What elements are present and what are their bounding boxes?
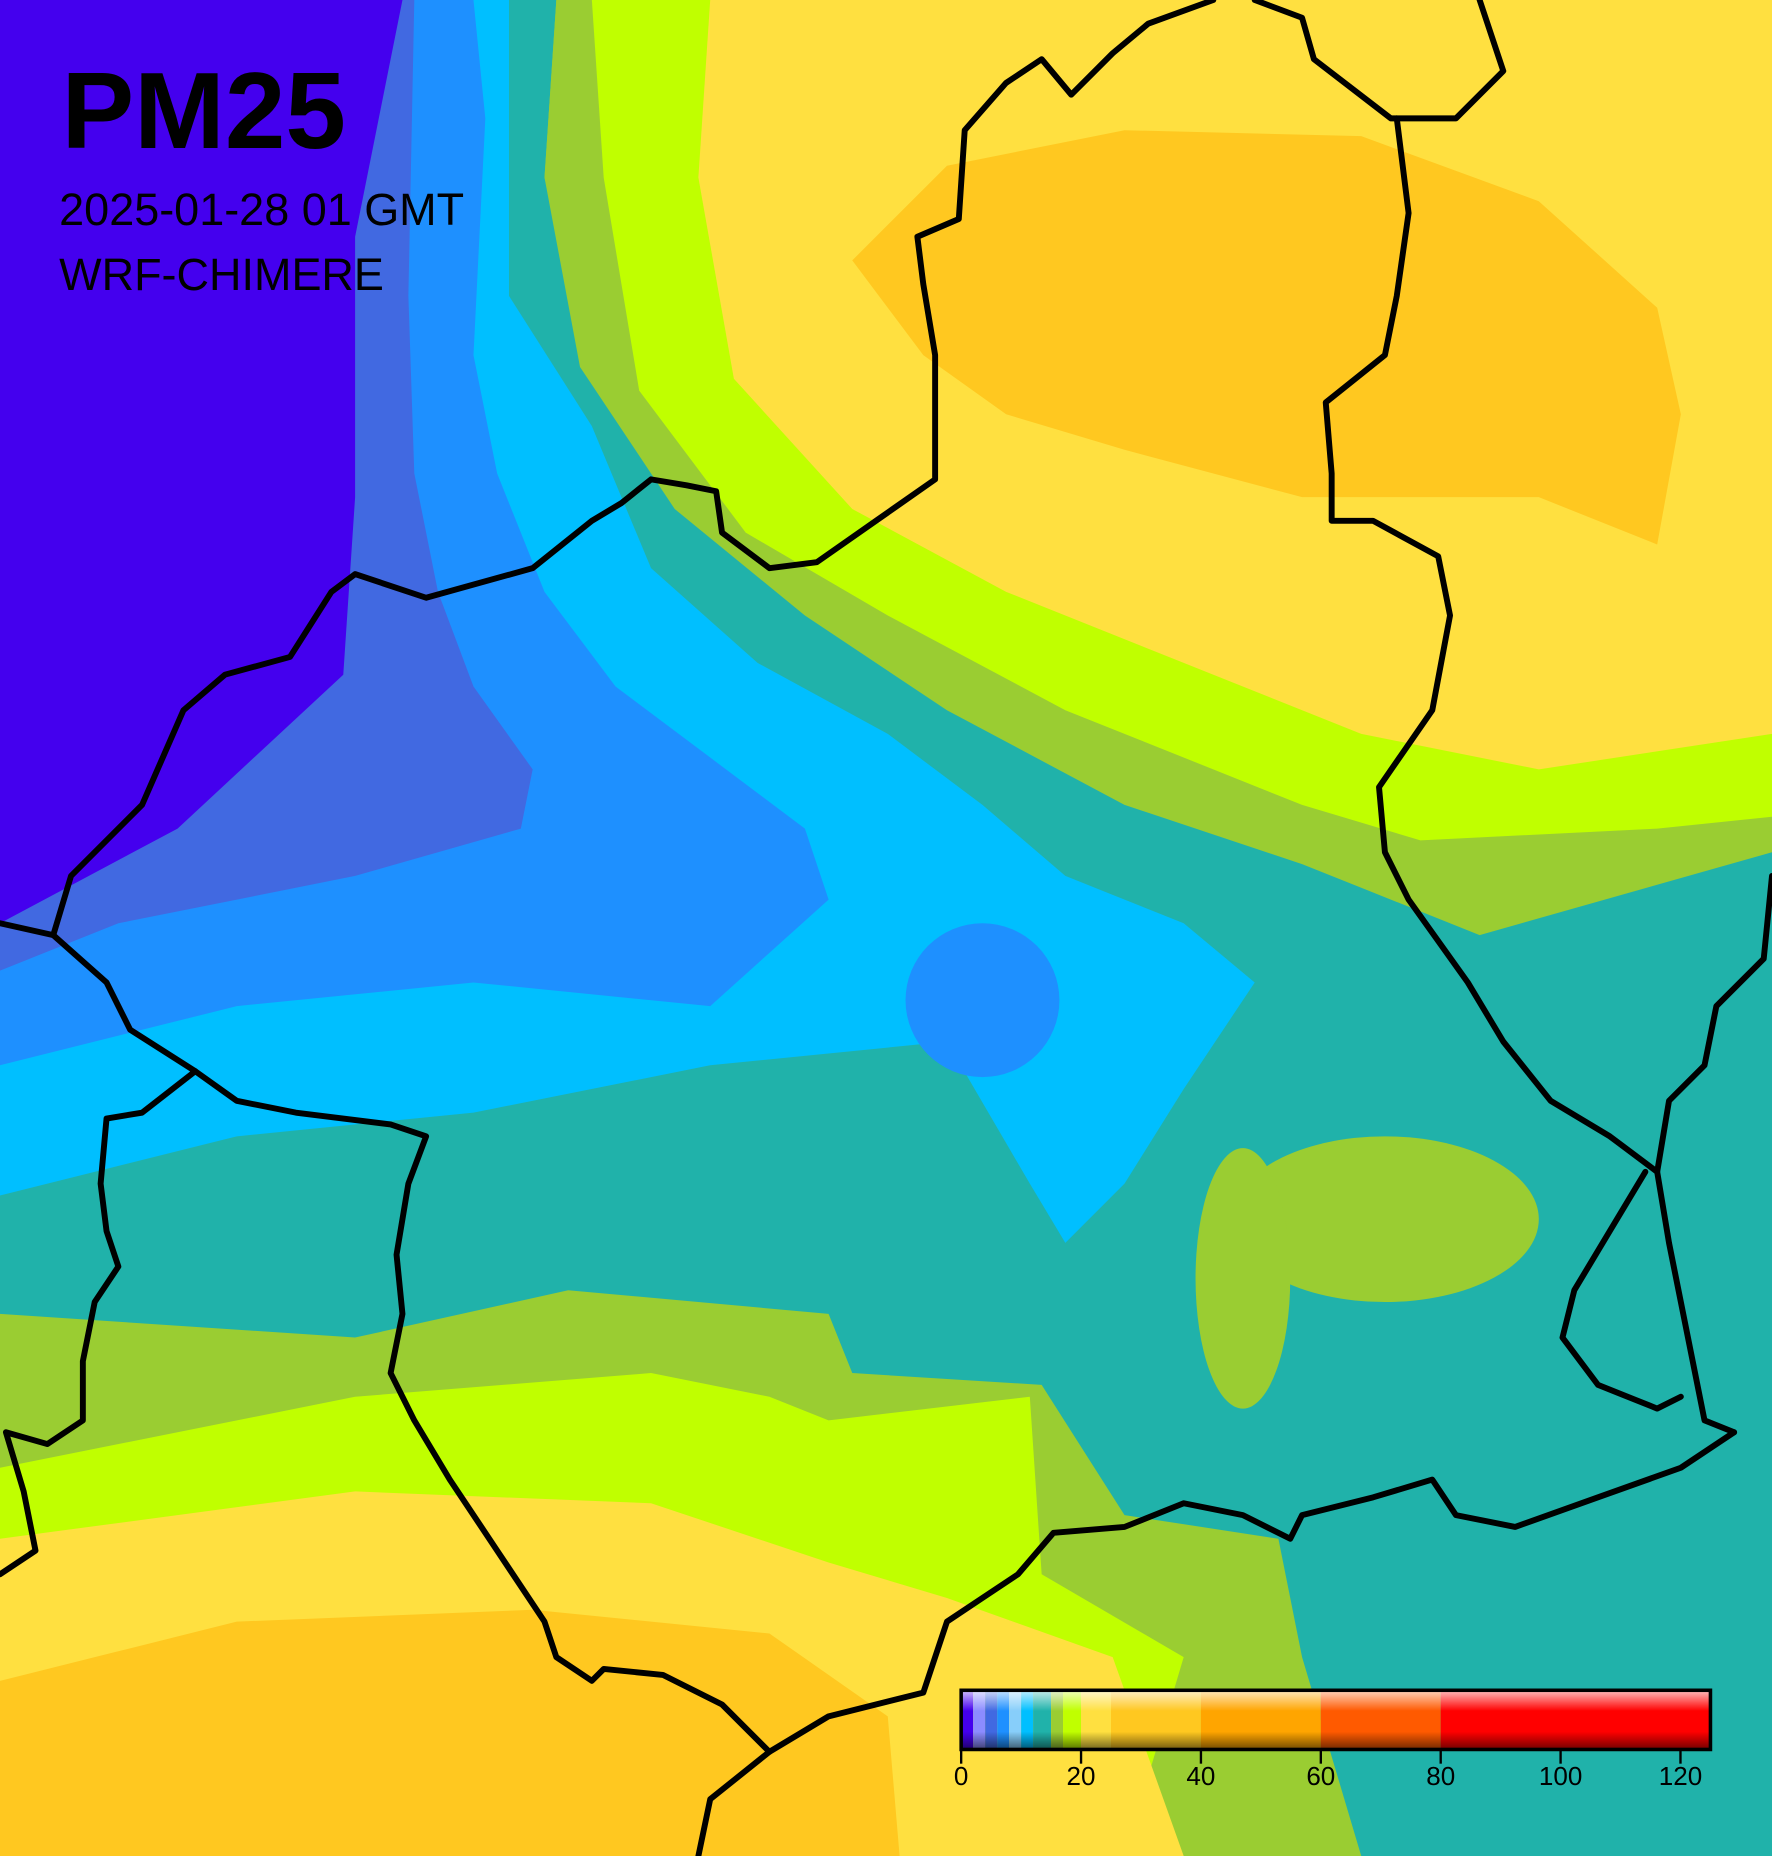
field-band: [0, 1609, 900, 1856]
field-band: [905, 923, 1060, 1078]
colorbar-tick-label: 40: [1186, 1761, 1215, 1791]
field-band: [1231, 1136, 1539, 1303]
border: [50, 932, 773, 1856]
coastline: [1559, 1168, 1684, 1412]
colorbar-tick-label: 120: [1659, 1761, 1702, 1791]
border: [0, 1068, 199, 1578]
colorbar-frame: [959, 1688, 1713, 1752]
colorbar-tick-label: 60: [1306, 1761, 1335, 1791]
border: [1251, 0, 1507, 122]
colorbar-tick-label: 20: [1067, 1761, 1096, 1791]
map-date: 2025-01-28 01 GMT: [59, 184, 464, 235]
border: [1654, 872, 1772, 1175]
coastline: [766, 1429, 1738, 1755]
border: [0, 0, 1217, 939]
colorbar-tick-label: 0: [954, 1761, 968, 1791]
colorbar: 0 20 40 60 80 100 120: [954, 1688, 1713, 1791]
colorbar-shading: [961, 1690, 1711, 1750]
colorbar-tick-label: 80: [1426, 1761, 1455, 1791]
map-model: WRF-CHIMERE: [59, 249, 384, 300]
map-title: PM25: [62, 50, 346, 172]
field-band: [0, 0, 403, 924]
field-band: [852, 130, 1681, 545]
border: [1322, 115, 1738, 1436]
field-band: [1195, 1148, 1291, 1409]
colorbar-tick-label: 100: [1539, 1761, 1582, 1791]
